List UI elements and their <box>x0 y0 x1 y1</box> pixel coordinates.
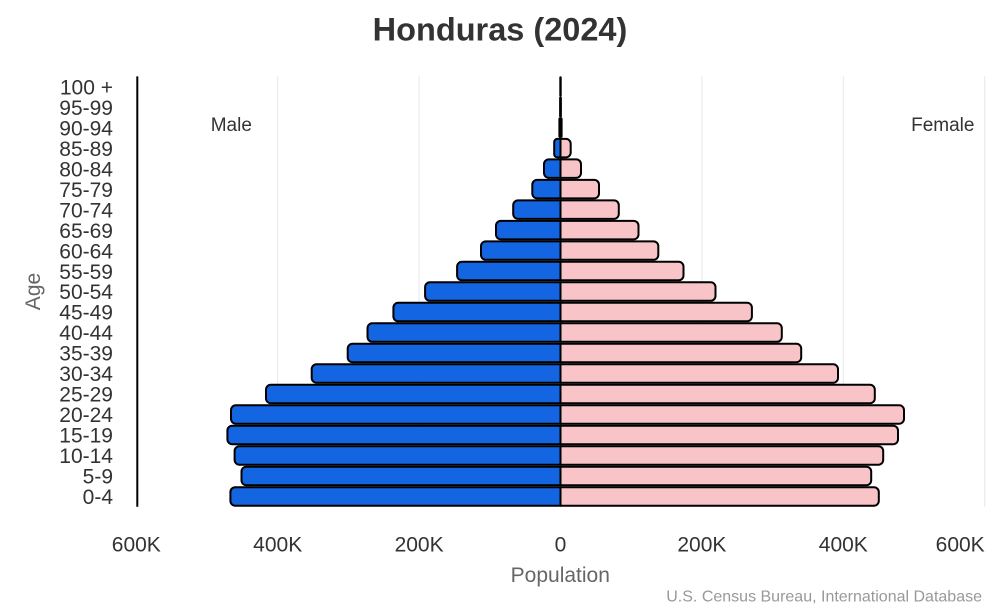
svg-text:10-14: 10-14 <box>59 445 113 468</box>
svg-text:0: 0 <box>555 534 567 557</box>
svg-text:600K: 600K <box>936 534 985 557</box>
svg-text:Female: Female <box>911 115 974 136</box>
svg-text:0-4: 0-4 <box>83 486 114 509</box>
svg-text:75-79: 75-79 <box>59 179 113 202</box>
svg-text:U.S. Census Bureau, Internatio: U.S. Census Bureau, International Databa… <box>666 589 982 606</box>
svg-text:25-29: 25-29 <box>59 384 113 407</box>
svg-text:45-49: 45-49 <box>59 302 113 325</box>
svg-text:90-94: 90-94 <box>59 117 113 140</box>
svg-text:65-69: 65-69 <box>59 220 113 243</box>
svg-text:80-84: 80-84 <box>59 158 113 181</box>
svg-text:85-89: 85-89 <box>59 138 113 161</box>
svg-text:600K: 600K <box>112 534 161 557</box>
svg-text:100 +: 100 + <box>60 76 113 99</box>
svg-text:Age: Age <box>22 273 45 310</box>
svg-text:200K: 200K <box>395 534 444 557</box>
svg-text:Population: Population <box>511 564 610 587</box>
svg-text:Honduras (2024): Honduras (2024) <box>373 12 628 48</box>
svg-text:95-99: 95-99 <box>59 97 113 120</box>
svg-text:15-19: 15-19 <box>59 425 113 448</box>
svg-text:Male: Male <box>211 115 252 136</box>
svg-text:30-34: 30-34 <box>59 363 113 386</box>
svg-text:400K: 400K <box>819 534 868 557</box>
svg-text:40-44: 40-44 <box>59 322 113 345</box>
svg-text:5-9: 5-9 <box>83 466 113 489</box>
svg-text:55-59: 55-59 <box>59 261 113 284</box>
svg-text:20-24: 20-24 <box>59 404 113 427</box>
svg-text:400K: 400K <box>253 534 302 557</box>
svg-text:35-39: 35-39 <box>59 343 113 366</box>
svg-text:60-64: 60-64 <box>59 240 113 263</box>
svg-text:70-74: 70-74 <box>59 199 113 222</box>
svg-text:50-54: 50-54 <box>59 281 113 304</box>
svg-text:200K: 200K <box>677 534 726 557</box>
